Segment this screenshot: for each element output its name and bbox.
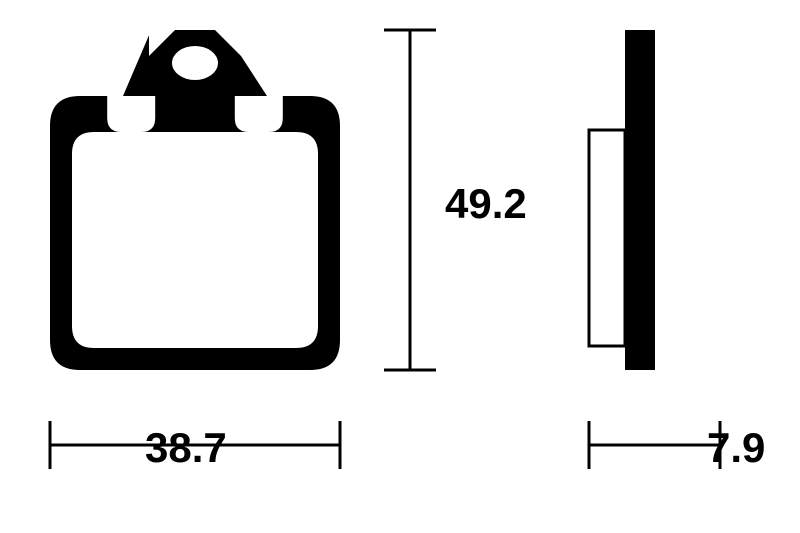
diagram-stage: 49.2 38.7 7.9 xyxy=(0,0,800,533)
brake-pad-front-silhouette xyxy=(50,30,340,370)
diagram-svg xyxy=(0,0,800,533)
brake-pad-side-pad-outline xyxy=(589,130,625,346)
thickness-dimension-label: 7.9 xyxy=(707,424,765,472)
brake-pad-side-plate xyxy=(625,30,655,370)
width-dimension-label: 38.7 xyxy=(145,424,227,472)
height-dimension-label: 49.2 xyxy=(445,180,527,228)
